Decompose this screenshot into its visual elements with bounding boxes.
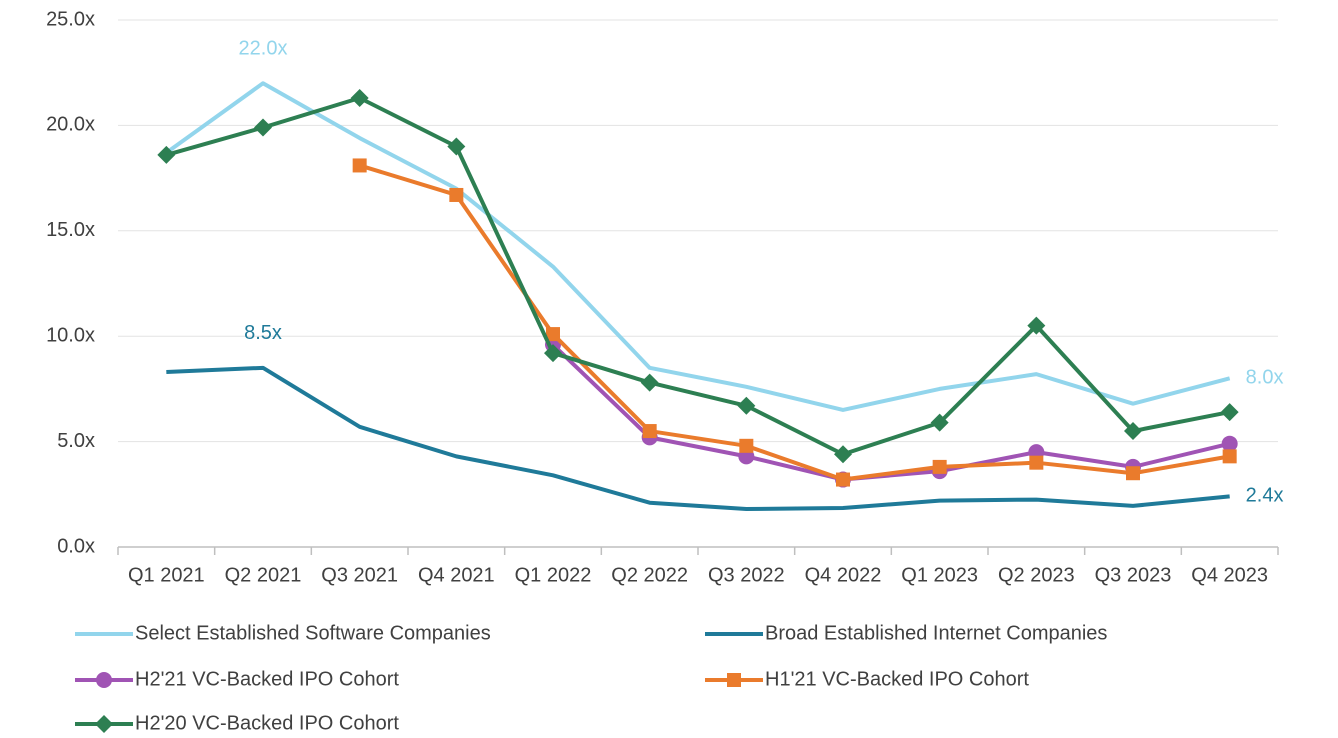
marker	[834, 445, 852, 464]
marker	[447, 137, 466, 156]
marker	[1029, 455, 1044, 470]
marker	[1027, 316, 1046, 335]
marker	[96, 672, 112, 688]
series-line	[166, 365, 1230, 512]
x-tick-label: Q4 2022	[805, 564, 882, 586]
series-line	[551, 343, 1231, 482]
y-tick-label: 20.0x	[46, 114, 95, 136]
x-tick-label: Q4 2021	[418, 564, 495, 586]
legend-label: Select Established Software Companies	[135, 622, 491, 644]
marker	[1126, 466, 1140, 481]
x-tick-label: Q4 2023	[1191, 564, 1268, 586]
marker	[836, 472, 850, 487]
marker	[254, 118, 272, 137]
marker	[352, 158, 367, 173]
x-tick-label: Q1 2022	[515, 564, 592, 586]
marker	[739, 438, 754, 453]
x-tick-label: Q2 2021	[225, 564, 302, 586]
x-tick-label: Q2 2023	[998, 564, 1075, 586]
marker	[1220, 403, 1239, 422]
marker	[737, 396, 756, 415]
marker	[449, 187, 464, 202]
data-label: 22.0x	[239, 38, 288, 60]
data-label: 2.4x	[1246, 485, 1284, 507]
marker	[640, 373, 659, 392]
series-line	[359, 163, 1231, 482]
marker	[932, 459, 947, 474]
marker	[95, 715, 113, 733]
marker	[157, 145, 176, 164]
legend-label: H2'21 VC-Backed IPO Cohort	[135, 668, 399, 690]
series-line	[165, 95, 1231, 457]
legend-label: Broad Established Internet Companies	[765, 622, 1107, 644]
marker	[727, 673, 741, 687]
x-tick-label: Q3 2023	[1095, 564, 1172, 586]
y-tick-label: 10.0x	[46, 324, 95, 346]
x-tick-label: Q1 2023	[901, 564, 978, 586]
x-tick-label: Q1 2021	[128, 564, 205, 586]
marker	[1124, 422, 1142, 441]
marker	[544, 344, 562, 363]
y-tick-label: 0.0x	[57, 535, 95, 557]
legend-label: H2'20 VC-Backed IPO Cohort	[135, 712, 399, 734]
y-tick-label: 25.0x	[46, 8, 95, 30]
marker	[642, 424, 657, 439]
x-tick-label: Q2 2022	[611, 564, 688, 586]
marker	[546, 327, 560, 342]
x-tick-label: Q3 2021	[321, 564, 398, 586]
marker	[930, 413, 949, 432]
marker	[350, 88, 369, 107]
y-tick-label: 5.0x	[57, 430, 95, 452]
y-tick-label: 15.0x	[46, 219, 95, 241]
data-label: 8.0x	[1246, 367, 1284, 389]
legend-label: H1'21 VC-Backed IPO Cohort	[765, 668, 1029, 690]
data-label: 8.5x	[244, 322, 282, 344]
x-tick-label: Q3 2022	[708, 564, 785, 586]
marker	[1222, 449, 1237, 464]
series-line	[165, 81, 1231, 412]
marker	[1221, 435, 1238, 452]
